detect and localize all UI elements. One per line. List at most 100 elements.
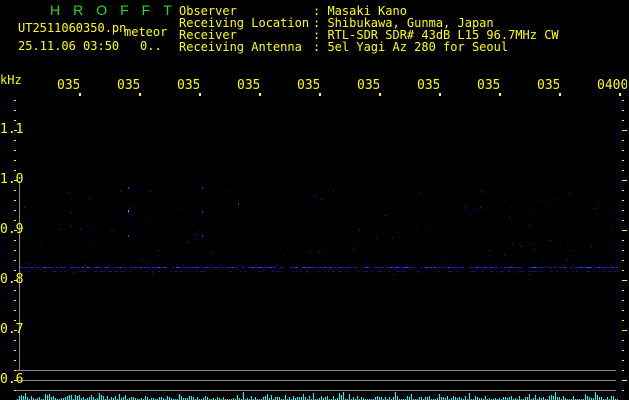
noise-dot [280, 265, 282, 267]
freq-tick [622, 210, 624, 211]
noise-dot [611, 229, 613, 231]
noise-dot [320, 198, 322, 200]
signal-line [44, 271, 46, 272]
noise-dot [418, 273, 420, 275]
noise-dot [251, 202, 253, 204]
noise-dot [32, 205, 34, 207]
noise-dot [417, 225, 419, 227]
freq-tick [622, 250, 624, 251]
noise-dot [567, 231, 569, 233]
signal-line [228, 267, 230, 268]
level-bar [527, 397, 528, 400]
signal-line [94, 267, 96, 268]
noise-dot [555, 239, 557, 241]
noise-dot [595, 266, 597, 268]
level-bar [519, 396, 520, 400]
noise-dot [173, 209, 175, 211]
noise-dot [99, 202, 101, 204]
noise-dot [73, 220, 75, 222]
level-bar [255, 397, 256, 400]
noise-dot [182, 233, 184, 235]
noise-dot [143, 218, 145, 220]
noise-dot [598, 202, 600, 204]
noise-dot [555, 198, 557, 200]
noise-dot [70, 197, 72, 199]
noise-dot [391, 223, 393, 225]
noise-dot [617, 218, 619, 220]
noise-dot [308, 203, 310, 205]
signal-line [116, 267, 118, 268]
noise-dot [565, 226, 567, 228]
signal-line [450, 267, 452, 268]
freq-tick [14, 230, 17, 231]
noise-dot [354, 191, 356, 193]
meteor-echo [202, 187, 203, 189]
signal-line [152, 267, 154, 268]
level-bar [75, 395, 76, 400]
signal-line [78, 267, 80, 268]
level-bar [61, 398, 62, 400]
signal-line [274, 267, 276, 268]
noise-dot [85, 255, 87, 257]
noise-dot [418, 192, 420, 194]
level-bar [499, 398, 500, 400]
signal-line [504, 267, 506, 268]
level-bar [319, 398, 320, 400]
noise-dot [341, 251, 343, 253]
noise-dot [309, 250, 311, 252]
noise-dot [391, 237, 393, 239]
noise-dot [164, 239, 166, 241]
noise-dot [44, 226, 46, 228]
signal-line [198, 267, 200, 268]
noise-dot [562, 209, 564, 211]
noise-dot [518, 200, 520, 202]
noise-dot [277, 203, 279, 205]
noise-dot [431, 266, 433, 268]
signal-line [158, 271, 160, 272]
noise-dot [167, 226, 169, 228]
signal-line [164, 267, 166, 268]
noise-dot [218, 252, 220, 254]
signal-line [296, 271, 298, 272]
signal-line [98, 267, 100, 268]
datetime: 25.11.06 03:50 [18, 39, 120, 53]
signal-line [574, 267, 576, 268]
noise-dot [42, 214, 44, 216]
signal-line [502, 271, 504, 272]
signal-line [308, 267, 310, 268]
noise-dot [226, 241, 228, 243]
signal-line [196, 271, 198, 272]
signal-line [544, 267, 546, 268]
level-bar [379, 397, 380, 400]
level-bar [595, 392, 596, 400]
noise-dot [421, 211, 423, 213]
signal-line [204, 271, 206, 272]
signal-line [42, 267, 44, 268]
noise-dot [496, 272, 498, 274]
signal-line [214, 267, 216, 268]
noise-dot [144, 217, 146, 219]
level-bar [223, 397, 224, 400]
level-bar [411, 394, 412, 400]
signal-line [108, 267, 110, 268]
noise-dot [218, 197, 220, 199]
noise-dot [201, 220, 203, 222]
freq-tick [14, 200, 16, 201]
noise-dot [456, 253, 458, 255]
noise-dot [319, 251, 321, 253]
noise-dot [258, 227, 260, 229]
signal-line [38, 267, 40, 268]
signal-line [462, 267, 464, 268]
noise-dot [23, 207, 25, 209]
noise-dot [608, 246, 610, 248]
noise-dot [511, 190, 513, 192]
noise-dot [86, 224, 88, 226]
noise-dot [353, 249, 355, 251]
signal-line [62, 267, 64, 268]
unit-label: kHz [0, 73, 22, 87]
noise-dot [530, 225, 532, 227]
signal-line [138, 267, 140, 268]
noise-dot [249, 260, 251, 262]
level-bar [115, 396, 116, 400]
level-bar [97, 398, 98, 400]
